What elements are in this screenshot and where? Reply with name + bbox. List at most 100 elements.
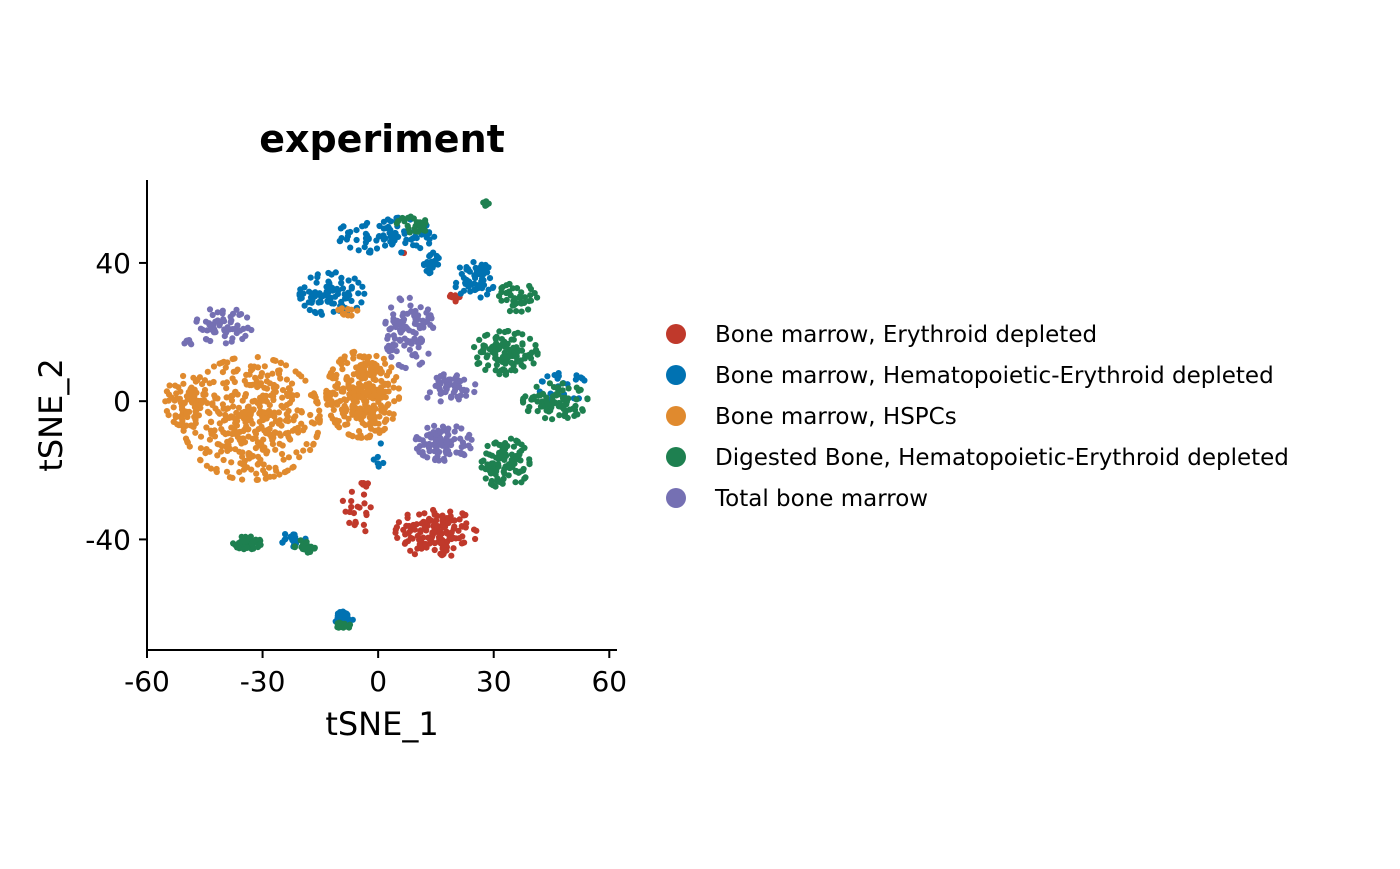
data-point: [398, 249, 405, 256]
data-point: [334, 384, 341, 391]
legend-item: Bone marrow, Hematopoietic-Erythroid dep…: [666, 363, 1274, 389]
data-point: [422, 540, 429, 547]
data-point: [270, 384, 277, 391]
data-point: [380, 232, 387, 239]
data-point: [353, 236, 360, 244]
data-point: [306, 306, 313, 314]
data-point: [203, 424, 210, 431]
data-point: [390, 384, 397, 391]
data-point: [332, 269, 339, 276]
data-point: [310, 393, 317, 400]
data-point: [215, 408, 222, 415]
data-point: [342, 397, 350, 404]
data-point: [222, 364, 229, 371]
data-point: [360, 389, 367, 396]
data-point: [373, 352, 380, 360]
data-point: [243, 544, 250, 551]
data-point: [393, 374, 400, 381]
data-point: [421, 227, 428, 234]
data-point: [382, 318, 389, 325]
data-point: [503, 369, 510, 376]
data-point: [337, 398, 344, 405]
data-point: [223, 405, 230, 413]
legend-swatch: [666, 365, 686, 385]
data-point: [471, 280, 478, 287]
data-point: [395, 218, 402, 225]
data-point: [228, 459, 235, 466]
data-point: [416, 541, 423, 548]
data-point: [315, 299, 322, 306]
data-point: [413, 521, 420, 528]
data-point: [275, 409, 282, 416]
data-point: [421, 510, 428, 517]
data-point: [530, 360, 537, 367]
data-point: [546, 380, 554, 387]
data-point: [348, 306, 355, 313]
data-point: [427, 312, 434, 319]
data-point: [305, 299, 312, 306]
data-point: [222, 340, 229, 347]
data-point: [271, 430, 278, 437]
data-point: [214, 309, 221, 316]
data-point: [244, 324, 251, 331]
data-point: [376, 413, 383, 420]
data-point: [534, 398, 541, 405]
data-point: [421, 524, 428, 531]
data-point: [228, 317, 235, 324]
data-point: [454, 393, 461, 400]
data-point: [346, 508, 353, 516]
data-point: [381, 388, 389, 395]
data-point: [361, 500, 368, 507]
data-point: [477, 269, 484, 277]
data-point: [359, 283, 366, 290]
data-point: [486, 275, 494, 282]
data-point: [537, 392, 544, 399]
data-point: [503, 296, 510, 304]
data-point: [284, 390, 291, 397]
data-point: [434, 450, 441, 457]
data-point: [350, 349, 357, 356]
data-point: [362, 230, 369, 237]
data-point: [359, 367, 366, 374]
x-tick-label: 0: [369, 665, 387, 698]
data-point: [518, 308, 525, 315]
data-point: [292, 413, 299, 420]
data-point: [175, 384, 182, 391]
data-point: [460, 274, 467, 281]
data-point: [466, 431, 473, 438]
data-point: [339, 366, 346, 373]
data-point: [343, 236, 350, 243]
data-point: [424, 394, 431, 401]
data-point: [484, 352, 491, 359]
data-point: [385, 401, 392, 408]
data-point: [296, 290, 303, 297]
data-point: [503, 282, 510, 289]
data-point: [533, 383, 540, 390]
data-point: [272, 446, 279, 453]
data-point: [457, 435, 464, 442]
data-point: [206, 436, 213, 443]
data-point: [384, 216, 391, 223]
data-point: [358, 480, 365, 487]
data-point: [362, 528, 369, 535]
data-point: [345, 277, 352, 284]
data-point: [298, 408, 305, 416]
data-point: [301, 424, 308, 431]
data-point: [285, 418, 292, 425]
data-point: [346, 385, 353, 392]
data-point: [392, 526, 399, 533]
data-point: [395, 394, 403, 401]
data-point: [332, 375, 339, 382]
data-point: [425, 350, 432, 357]
data-point: [371, 391, 378, 399]
data-point: [186, 408, 193, 415]
data-point: [307, 446, 314, 454]
data-point: [279, 539, 286, 546]
data-point: [348, 503, 355, 511]
data-point: [504, 328, 511, 335]
data-point: [549, 416, 556, 423]
data-point: [260, 461, 267, 468]
data-point: [366, 414, 373, 421]
data-point: [463, 387, 470, 394]
data-point: [354, 434, 361, 441]
